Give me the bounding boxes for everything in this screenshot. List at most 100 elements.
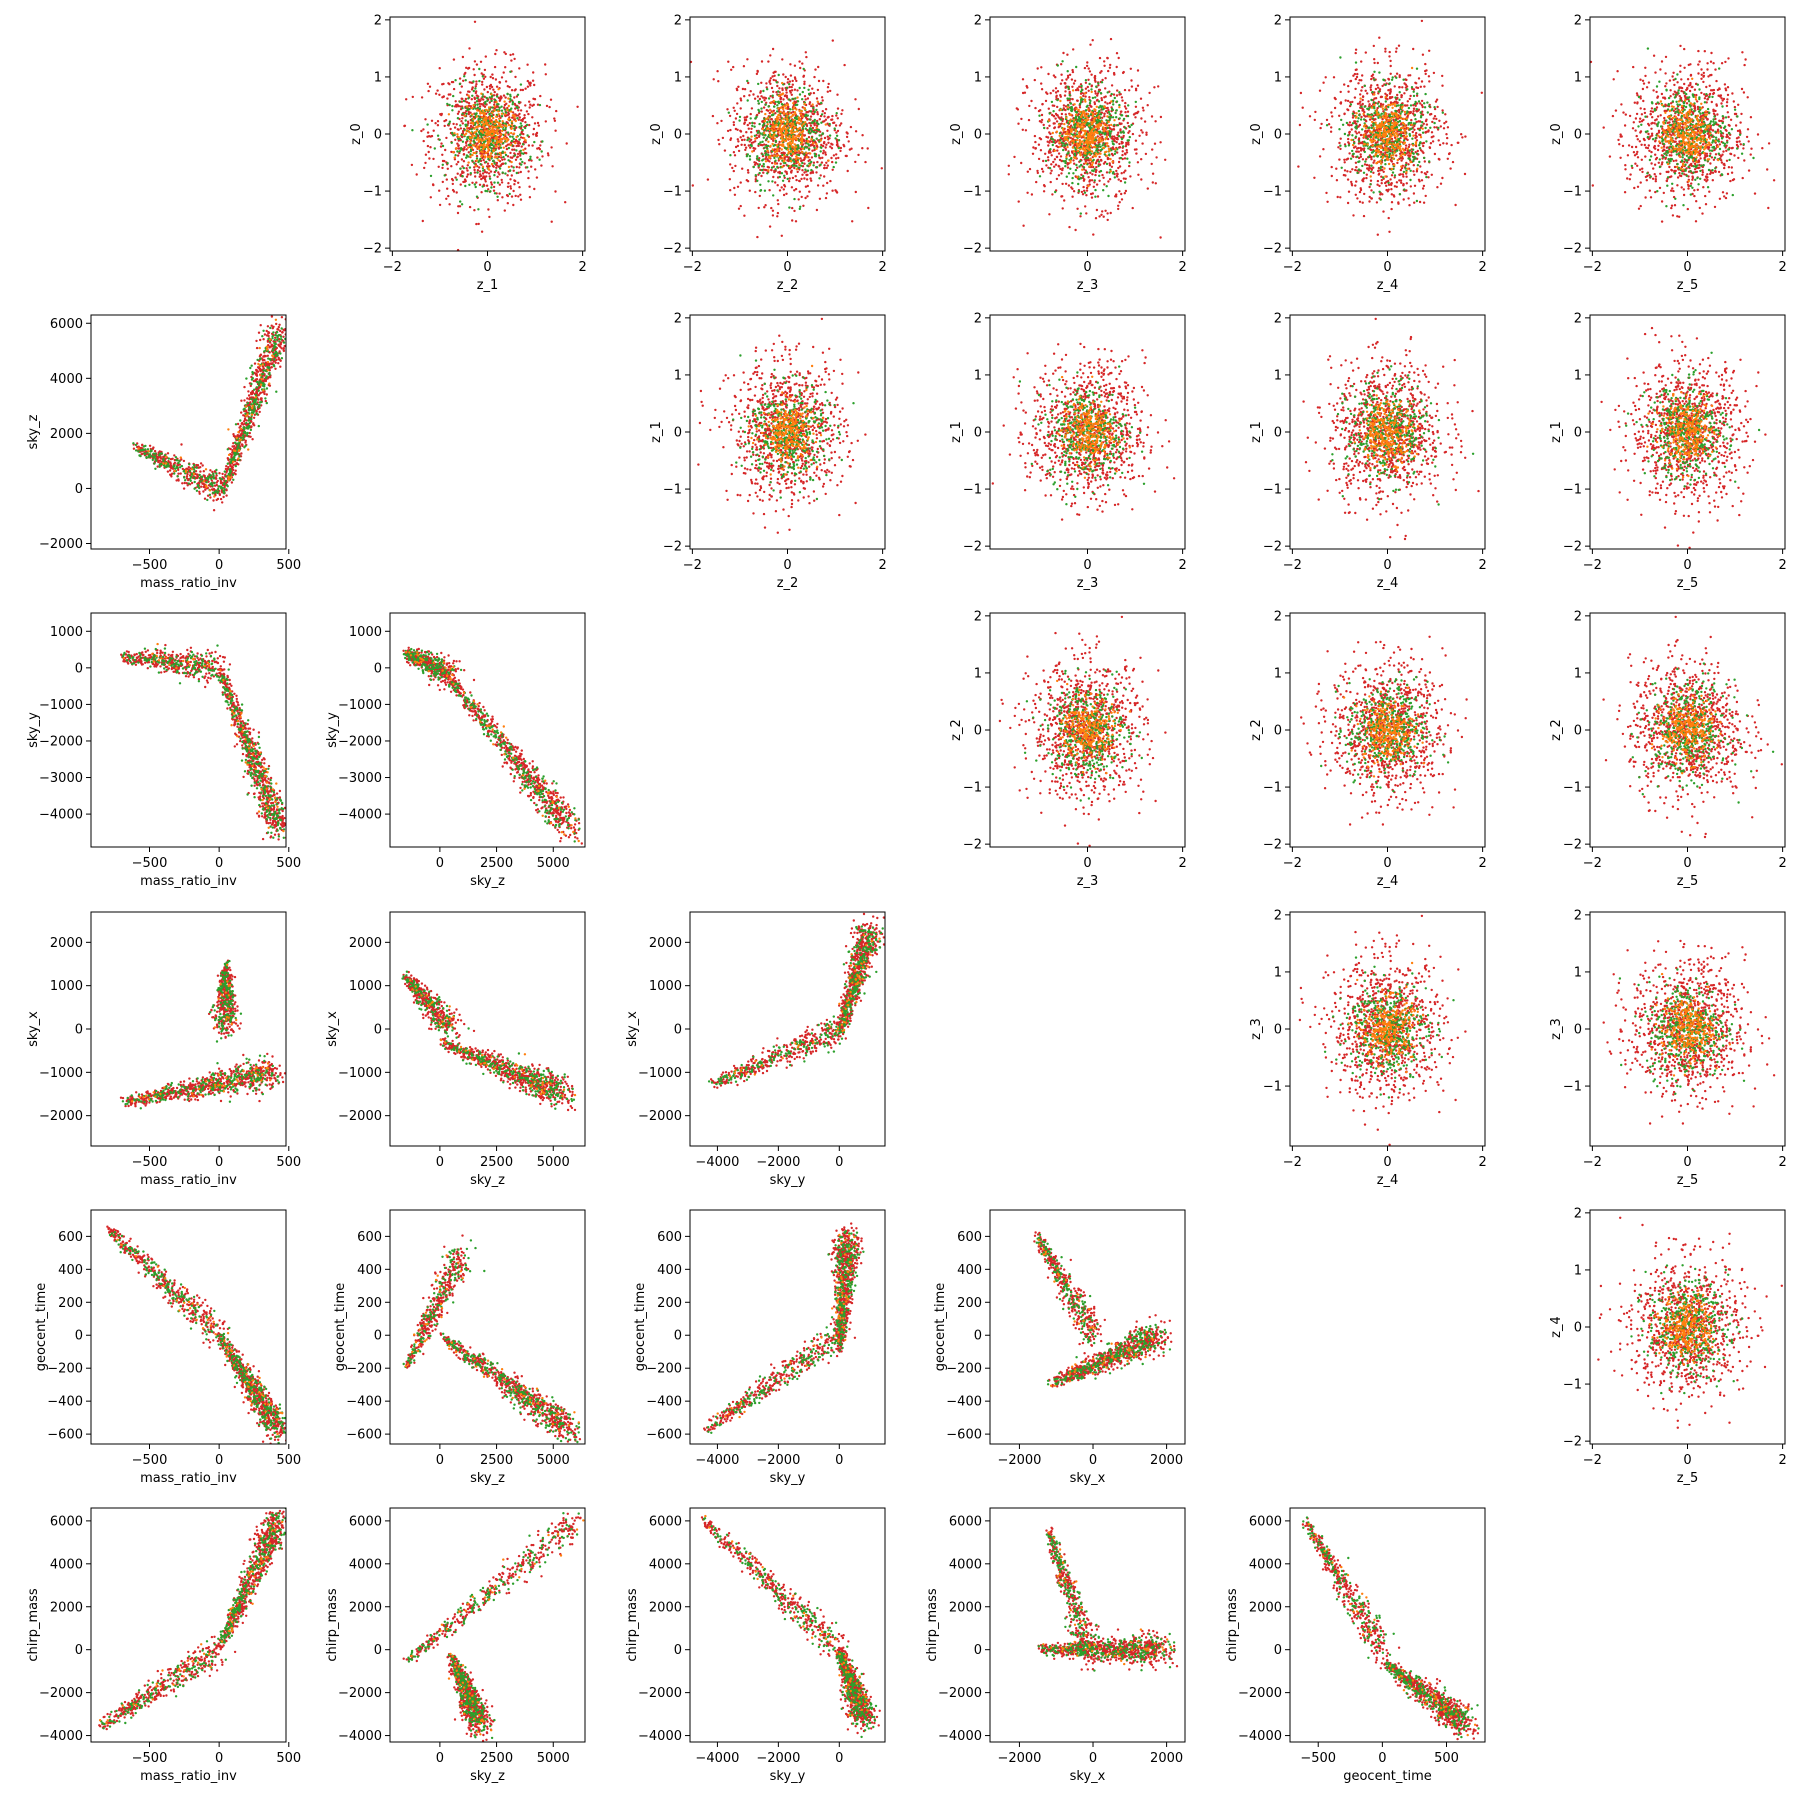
scatter-point bbox=[491, 73, 494, 76]
scatter-point bbox=[463, 133, 466, 137]
scatter-point bbox=[528, 196, 532, 199]
scatter-point bbox=[476, 146, 479, 149]
scatter-point bbox=[780, 121, 783, 124]
scatter-point bbox=[800, 131, 803, 134]
scatter-point bbox=[494, 78, 498, 81]
scatter-point bbox=[744, 148, 747, 152]
scatter-point bbox=[1151, 181, 1155, 184]
scatter-point bbox=[802, 74, 806, 78]
scatter-point bbox=[810, 156, 814, 159]
scatter-point bbox=[473, 20, 477, 23]
scatter-point bbox=[805, 156, 809, 159]
scatter-point bbox=[750, 141, 754, 144]
scatter-point bbox=[509, 53, 512, 57]
scatter-point bbox=[514, 179, 517, 183]
scatter-point bbox=[1123, 157, 1127, 160]
scatter-point bbox=[436, 89, 439, 92]
scatter-point bbox=[1069, 113, 1073, 116]
scatter-point bbox=[1134, 139, 1138, 142]
scatter-point bbox=[465, 129, 468, 132]
scatter-point bbox=[1066, 166, 1070, 169]
scatter-point bbox=[473, 96, 476, 99]
scatter-point bbox=[1432, 71, 1436, 75]
scatter-point bbox=[1435, 98, 1439, 101]
scatter-point bbox=[1123, 88, 1127, 92]
scatter-point bbox=[1091, 146, 1094, 149]
scatter-point bbox=[798, 126, 802, 130]
y-tick-label: 0 bbox=[974, 128, 982, 143]
x-axis-label: z_1 bbox=[477, 278, 499, 293]
scatter-point bbox=[452, 58, 456, 61]
scatter-point bbox=[763, 146, 766, 149]
scatter-point bbox=[527, 144, 531, 147]
scatter-point bbox=[830, 147, 834, 150]
scatter-point bbox=[1092, 185, 1096, 188]
scatter-point bbox=[1117, 56, 1120, 60]
scatter-point bbox=[766, 172, 769, 175]
scatter-point bbox=[448, 120, 452, 123]
scatter-point bbox=[781, 157, 784, 160]
scatter-point bbox=[1037, 157, 1041, 161]
scatter-point bbox=[769, 125, 772, 128]
scatter-point bbox=[498, 124, 502, 127]
scatter-point bbox=[782, 193, 786, 197]
scatter-point bbox=[820, 96, 824, 99]
scatter-point bbox=[781, 88, 784, 92]
scatter-point bbox=[825, 161, 828, 164]
scatter-point bbox=[441, 144, 445, 148]
scatter-point bbox=[478, 105, 482, 108]
scatter-point bbox=[771, 214, 775, 217]
scatter-point bbox=[432, 157, 435, 161]
scatter-point bbox=[742, 65, 746, 68]
scatter-point bbox=[1421, 105, 1424, 109]
scatter-point bbox=[820, 101, 823, 105]
scatter-point bbox=[795, 108, 798, 111]
scatter-point bbox=[1086, 121, 1090, 125]
scatter-point bbox=[1115, 94, 1119, 97]
scatter-point bbox=[759, 91, 762, 94]
scatter-point bbox=[746, 169, 750, 172]
scatter-point bbox=[519, 83, 523, 86]
scatter-point bbox=[460, 148, 463, 151]
scatter-point bbox=[495, 161, 499, 165]
scatter-point bbox=[1097, 164, 1100, 168]
scatter-point bbox=[1111, 154, 1115, 157]
scatter-point bbox=[801, 115, 804, 118]
scatter-point bbox=[482, 104, 485, 107]
scatter-point bbox=[1112, 138, 1116, 141]
scatter-point bbox=[1089, 144, 1093, 148]
scatter-point bbox=[462, 79, 465, 83]
scatter-point bbox=[518, 142, 522, 145]
scatter-point bbox=[1113, 152, 1117, 156]
scatter-point bbox=[475, 100, 479, 103]
scatter-point bbox=[526, 134, 529, 137]
scatter-point bbox=[757, 206, 760, 210]
scatter-point bbox=[1075, 142, 1079, 145]
scatter-point bbox=[476, 122, 480, 125]
scatter-point bbox=[1122, 70, 1125, 74]
scatter-point bbox=[1084, 152, 1087, 155]
scatter-point bbox=[753, 97, 757, 100]
scatter-point bbox=[1064, 132, 1067, 136]
scatter-point bbox=[481, 109, 484, 112]
scatter-point bbox=[462, 166, 465, 170]
scatter-point bbox=[1424, 62, 1427, 66]
scatter-point bbox=[495, 85, 499, 88]
scatter-point bbox=[800, 177, 803, 181]
scatter-point bbox=[793, 162, 796, 165]
scatter-point bbox=[825, 166, 828, 170]
scatter-point bbox=[1080, 123, 1083, 127]
scatter-point bbox=[772, 78, 775, 82]
scatter-point bbox=[1083, 154, 1086, 157]
scatter-point bbox=[802, 204, 805, 207]
scatter-point bbox=[1072, 156, 1076, 159]
scatter-point bbox=[516, 93, 520, 97]
scatter-point bbox=[1082, 94, 1085, 98]
scatter-point bbox=[1131, 132, 1135, 136]
scatter-point bbox=[1325, 191, 1328, 195]
scatter-point bbox=[1102, 142, 1106, 145]
scatter-point bbox=[746, 123, 749, 127]
scatter-point bbox=[1076, 175, 1079, 179]
scatter-point bbox=[746, 138, 749, 142]
